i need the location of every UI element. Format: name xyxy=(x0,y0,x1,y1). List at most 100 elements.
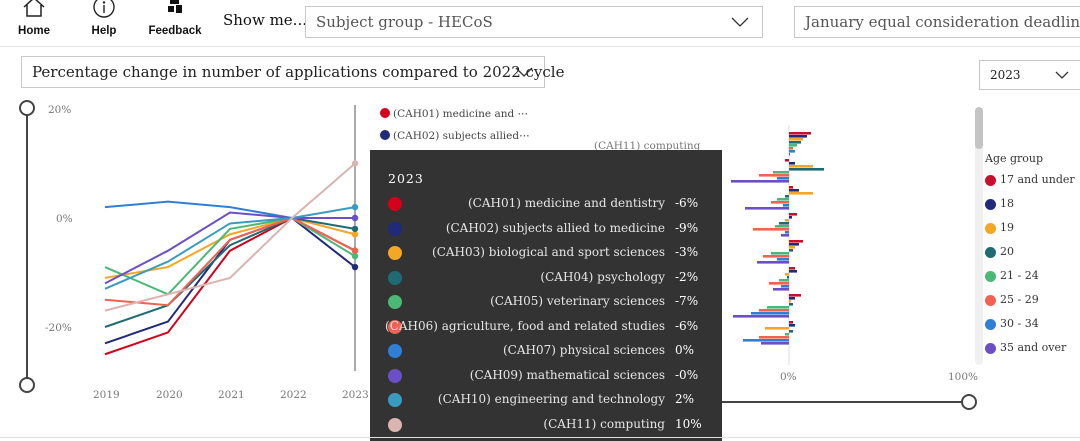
bar[interactable] xyxy=(771,252,789,255)
bar[interactable] xyxy=(761,342,789,345)
bar[interactable] xyxy=(789,213,797,216)
bar[interactable] xyxy=(779,279,789,282)
series-line[interactable] xyxy=(104,216,356,279)
vertical-range-slider[interactable] xyxy=(19,100,35,393)
series-point[interactable] xyxy=(351,231,359,238)
bar[interactable] xyxy=(787,276,789,279)
horizontal-range-slider[interactable] xyxy=(696,394,977,410)
bar[interactable] xyxy=(759,336,789,339)
bar[interactable] xyxy=(777,258,789,261)
bar[interactable] xyxy=(789,138,803,141)
bar[interactable] xyxy=(785,219,789,222)
bar[interactable] xyxy=(785,273,789,276)
bar[interactable] xyxy=(759,309,789,312)
bar[interactable] xyxy=(773,288,789,291)
series-point[interactable] xyxy=(351,263,359,271)
bar[interactable] xyxy=(757,261,789,264)
bar[interactable] xyxy=(789,267,795,270)
series-line[interactable] xyxy=(104,216,356,328)
bar[interactable] xyxy=(785,195,789,198)
bar[interactable] xyxy=(789,243,799,246)
feedback-button[interactable]: Feedback xyxy=(145,0,205,44)
bar[interactable] xyxy=(765,327,789,330)
bar[interactable] xyxy=(785,159,789,162)
bar[interactable] xyxy=(751,312,789,315)
series-point[interactable] xyxy=(351,225,359,233)
bar[interactable] xyxy=(777,177,789,180)
year-dropdown[interactable]: 2023 xyxy=(979,60,1080,90)
bar[interactable] xyxy=(781,234,789,237)
bar[interactable] xyxy=(789,324,795,327)
bar[interactable] xyxy=(789,162,795,165)
bar[interactable] xyxy=(789,135,807,138)
series-point[interactable] xyxy=(351,247,359,254)
series-line[interactable] xyxy=(104,216,356,307)
legend-label[interactable]: (CAH01) medicine and ⋯ xyxy=(393,108,528,120)
series-line[interactable] xyxy=(104,206,356,290)
bar[interactable] xyxy=(759,174,789,177)
bar[interactable] xyxy=(789,192,813,195)
bar[interactable] xyxy=(777,198,789,201)
bar[interactable] xyxy=(753,228,789,231)
bar[interactable] xyxy=(789,189,799,192)
series-line[interactable] xyxy=(104,162,356,312)
bar[interactable] xyxy=(789,297,795,300)
series-point[interactable] xyxy=(351,203,359,211)
slider-right-handle[interactable] xyxy=(961,394,977,410)
legend-scrollbar[interactable] xyxy=(975,107,983,365)
series-line[interactable] xyxy=(104,211,355,285)
bar[interactable] xyxy=(789,147,793,150)
bar[interactable] xyxy=(789,303,793,306)
subject-group-dropdown[interactable]: Subject group - HECoS xyxy=(305,6,763,38)
bar-x-tick-label: 100% xyxy=(948,371,978,383)
bar[interactable] xyxy=(789,270,797,273)
bar[interactable] xyxy=(783,204,789,207)
slider-bottom-handle[interactable] xyxy=(19,377,35,393)
bar[interactable] xyxy=(745,207,789,210)
tooltip-value: -7% xyxy=(675,294,699,308)
bar[interactable] xyxy=(785,333,789,336)
bar[interactable] xyxy=(785,231,789,234)
bar[interactable] xyxy=(769,282,789,285)
series-point[interactable] xyxy=(351,160,359,167)
series-point[interactable] xyxy=(351,252,359,260)
series-point[interactable] xyxy=(351,214,359,222)
bar[interactable] xyxy=(789,165,813,168)
bar[interactable] xyxy=(775,225,789,228)
age-legend-label: 18 xyxy=(1000,197,1014,210)
slider-top-handle[interactable] xyxy=(19,100,35,116)
legend-label[interactable]: (CAH02) subjects allied⋯ xyxy=(393,130,530,142)
series-line[interactable] xyxy=(104,216,356,345)
bar[interactable] xyxy=(789,132,811,135)
bar[interactable] xyxy=(789,186,793,189)
bar[interactable] xyxy=(781,285,789,288)
bar[interactable] xyxy=(733,315,789,318)
bar[interactable] xyxy=(789,141,801,144)
scrollbar-thumb[interactable] xyxy=(975,107,983,149)
bar[interactable] xyxy=(763,255,789,258)
measure-dropdown[interactable]: Percentage change in number of applicati… xyxy=(21,56,564,88)
bar[interactable] xyxy=(731,180,789,183)
bar[interactable] xyxy=(789,321,793,324)
bar[interactable] xyxy=(771,201,789,204)
bar[interactable] xyxy=(789,249,793,252)
home-button[interactable]: Home xyxy=(4,0,64,44)
bar[interactable] xyxy=(743,339,789,342)
bar[interactable] xyxy=(789,216,792,219)
bar[interactable] xyxy=(789,240,803,243)
bar[interactable] xyxy=(773,171,789,174)
bar[interactable] xyxy=(789,246,795,249)
bar[interactable] xyxy=(789,294,801,297)
bar[interactable] xyxy=(789,144,797,147)
bar[interactable] xyxy=(789,168,824,171)
deadline-dropdown[interactable]: January equal consideration deadline xyxy=(794,6,1080,38)
bar[interactable] xyxy=(789,150,795,153)
help-button[interactable]: Help xyxy=(74,0,134,44)
series-line[interactable] xyxy=(104,216,356,296)
bar[interactable] xyxy=(789,300,791,303)
bar[interactable] xyxy=(779,222,789,225)
series-line[interactable] xyxy=(104,200,355,219)
bar[interactable] xyxy=(789,330,793,333)
bar[interactable] xyxy=(789,153,790,156)
bar[interactable] xyxy=(767,306,789,309)
